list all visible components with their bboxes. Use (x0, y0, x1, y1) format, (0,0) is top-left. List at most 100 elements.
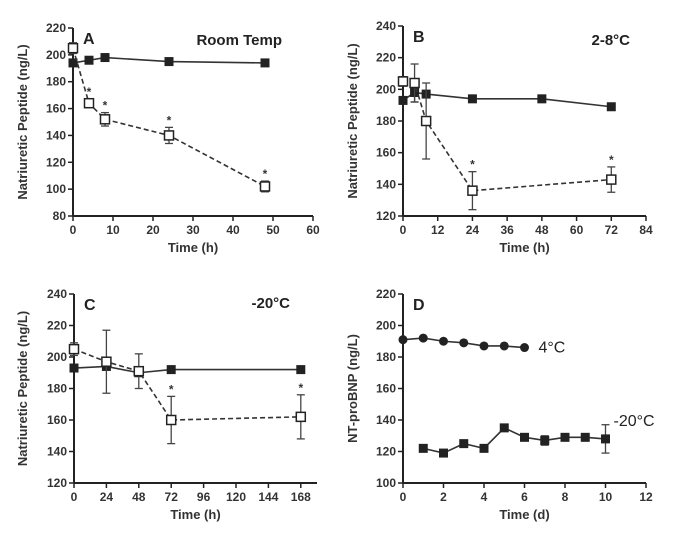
y-tick-label: 140 (376, 177, 396, 191)
data-point (580, 432, 590, 442)
y-tick-label: 200 (376, 82, 396, 96)
y-tick-label: 220 (46, 21, 66, 35)
y-tick-label: 100 (376, 476, 396, 490)
series-open: * * (68, 329, 307, 445)
x-axis-label: Time (h) (499, 240, 549, 255)
x-tick-label: 60 (306, 223, 320, 237)
x-tick-label: 10 (599, 490, 613, 504)
x-tick-label: 0 (71, 490, 78, 504)
y-tick-label: 240 (376, 19, 396, 33)
data-point (479, 443, 489, 453)
series-filled (398, 82, 616, 112)
data-point (418, 443, 428, 453)
data-point (467, 94, 477, 104)
series-line (423, 426, 606, 454)
y-tick-label: 220 (47, 319, 67, 333)
data-point (467, 185, 478, 196)
significance-star: * (298, 381, 303, 395)
x-tick-label: 0 (70, 223, 77, 237)
x-axis-label: Time (h) (168, 240, 218, 255)
data-point (163, 130, 175, 141)
significance-star: * (167, 113, 172, 127)
y-tick-label: 220 (376, 51, 396, 65)
data-point (520, 343, 529, 353)
y-tick-label: 180 (46, 75, 66, 89)
data-point (439, 448, 448, 458)
x-tick-label: 12 (639, 490, 653, 504)
data-point (499, 423, 509, 433)
data-point (133, 365, 145, 377)
data-point (166, 365, 176, 375)
data-point (409, 77, 420, 89)
panel-C: 0 24 48 72 96 120 144 168 120 140 160 180 200 220 240 T… (15, 287, 317, 522)
data-point (398, 335, 408, 345)
series-label: -20°C (614, 413, 655, 430)
panel-label: D (413, 297, 425, 314)
series-line (402, 80, 612, 192)
y-axis-label: Natriuretic Peptide (ng/L) (15, 44, 30, 199)
data-point (439, 336, 448, 346)
x-tick-label: 10 (106, 223, 120, 237)
x-tick-label: 96 (197, 490, 211, 504)
x-axis-label: Time (d) (499, 507, 549, 522)
data-point (601, 434, 610, 444)
condition-title: -20°C (251, 295, 290, 312)
data-point (100, 53, 110, 63)
x-tick-label: 40 (226, 223, 240, 237)
x-tick-label: 72 (165, 490, 179, 504)
x-tick-label: 30 (186, 223, 200, 237)
data-point (67, 42, 79, 54)
x-tick-label: 8 (562, 490, 569, 504)
data-point (479, 341, 489, 351)
significance-star: * (470, 158, 475, 172)
y-tick-label: 240 (47, 287, 67, 301)
y-tick-label: 160 (376, 146, 396, 160)
data-point (606, 102, 616, 112)
data-point (499, 341, 509, 351)
x-tick-label: 0 (400, 223, 407, 237)
x-tick-label: 24 (100, 490, 114, 504)
data-point (540, 435, 550, 445)
data-point (459, 338, 469, 348)
series-open: * * * * (67, 42, 271, 193)
x-tick-label: 48 (535, 223, 549, 237)
y-tick-label: 120 (46, 155, 66, 169)
panel-A: 0 10 20 30 40 50 60 80 100 120 140 160 180 200 220 Time… (15, 21, 320, 255)
y-axis-label: NT-proBNP (ng/L) (345, 334, 360, 443)
series--20°C: -20°C (418, 413, 655, 458)
data-point (68, 58, 78, 68)
significance-star: * (103, 99, 108, 113)
data-point (259, 181, 271, 192)
y-tick-label: 160 (46, 102, 66, 116)
data-point (606, 174, 617, 185)
y-tick-label: 140 (46, 128, 66, 142)
data-point (520, 432, 529, 442)
data-point (83, 97, 95, 109)
data-point (99, 114, 111, 125)
y-tick-label: 200 (47, 350, 67, 364)
series-filled (68, 53, 270, 68)
y-tick-label: 120 (47, 476, 67, 490)
data-point (295, 411, 307, 423)
series-4°C: 4°C (398, 333, 565, 357)
data-point (560, 432, 570, 442)
panel-label: A (83, 31, 95, 48)
data-point (459, 439, 469, 449)
data-point (164, 57, 174, 67)
y-tick-label: 200 (46, 48, 66, 62)
x-axis-label: Time (h) (170, 507, 220, 522)
x-tick-label: 120 (226, 490, 246, 504)
data-point (296, 365, 306, 375)
data-point (418, 333, 428, 343)
y-tick-label: 180 (376, 114, 396, 128)
y-tick-label: 200 (376, 319, 396, 333)
y-axis-label: Natriuretic Peptide (ng/L) (15, 311, 30, 466)
y-axis-label: Natriuretic Peptide (ng/L) (345, 43, 360, 198)
data-point (165, 414, 177, 426)
y-tick-label: 160 (376, 382, 396, 396)
y-tick-label: 180 (376, 350, 396, 364)
x-tick-label: 72 (605, 223, 619, 237)
x-tick-label: 50 (266, 223, 280, 237)
x-tick-label: 48 (132, 490, 146, 504)
